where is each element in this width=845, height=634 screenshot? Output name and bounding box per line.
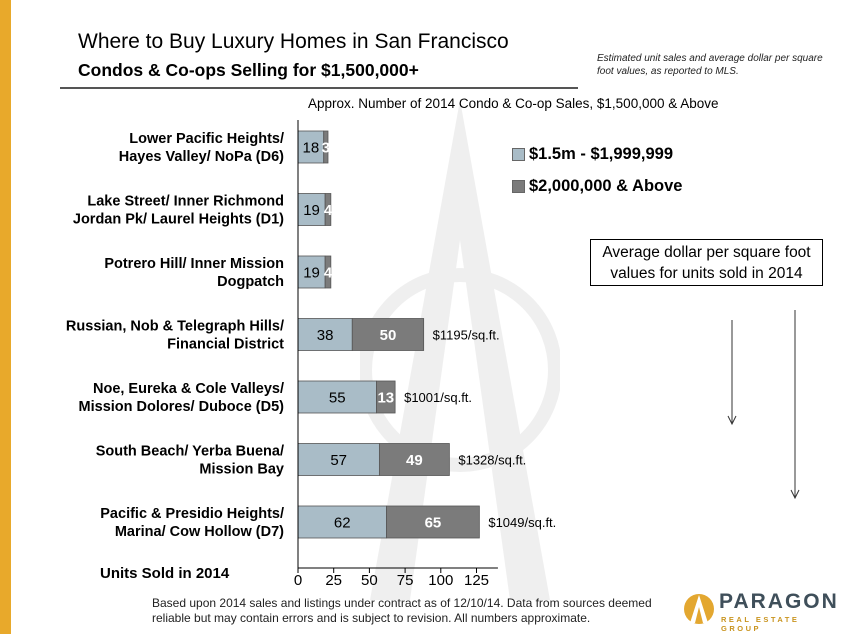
category-label: Jordan Pk/ Laurel Heights (D1) (73, 212, 284, 228)
legend-swatch-low (512, 148, 525, 161)
category-label: Russian, Nob & Telegraph Hills/ (66, 319, 284, 335)
paragon-logo: PARAGON REAL ESTATE GROUP (683, 588, 843, 633)
legend-item-high: $2,000,000 & Above (512, 177, 682, 196)
category-label: Mission Dolores/ Duboce (D5) (79, 399, 285, 415)
bar-segment (323, 130, 329, 164)
bar-value-label: 57 (330, 452, 347, 469)
bar-value-label: 19 (303, 265, 320, 282)
category-label: Hayes Valley/ NoPa (D6) (119, 149, 284, 165)
bar-value-label: 19 (303, 202, 320, 219)
page-subtitle: Condos & Co-ops Selling for $1,500,000+ (78, 60, 419, 80)
callout-line-1: Average dollar per square foot (602, 244, 811, 261)
bar-value-label: 55 (329, 390, 346, 407)
bar-segment (378, 443, 450, 476)
category-label: Marina/ Cow Hollow (D7) (115, 524, 284, 540)
bar-segment (324, 255, 332, 289)
bar-value-label: 4 (324, 202, 333, 219)
price-per-sqft-label: $1195/sq.ft. (433, 328, 500, 343)
x-tick-label: 100 (428, 572, 453, 589)
bar-segment (297, 505, 387, 539)
chart-title: Approx. Number of 2014 Condo & Co-op Sal… (308, 96, 719, 111)
down-arrow-short-head (727, 415, 737, 426)
bar-segment (297, 318, 353, 351)
bar-value-label: 13 (377, 390, 394, 407)
x-tick-label: 50 (361, 572, 378, 589)
down-arrow-long-head (790, 489, 800, 500)
callout-line-2: values for units sold in 2014 (610, 265, 803, 282)
bar-value-label: 49 (406, 452, 423, 469)
page-title: Where to Buy Luxury Homes in San Francis… (78, 30, 509, 53)
category-label: Noe, Eureka & Cole Valleys/ (93, 381, 284, 397)
legend-swatch-high (512, 180, 525, 193)
x-tick-label: 25 (325, 572, 342, 589)
source-note: Estimated unit sales and average dollar … (597, 53, 823, 77)
bar-value-label: 38 (317, 327, 334, 344)
category-label: Potrero Hill/ Inner Mission (104, 256, 284, 272)
x-axis-title: Units Sold in 2014 (100, 565, 230, 582)
category-label: Lake Street/ Inner Richmond (87, 194, 284, 210)
bar-segment (386, 505, 480, 539)
bar-value-label: 65 (425, 515, 442, 532)
legend-label-low: $1.5m - $1,999,999 (529, 145, 674, 163)
legend-item-low: $1.5m - $1,999,999 (512, 145, 673, 164)
category-label: Pacific & Presidio Heights/ (100, 506, 284, 522)
bar-value-label: 4 (324, 265, 333, 282)
price-per-sqft-label: $1049/sq.ft. (488, 515, 556, 530)
bar-segment (297, 380, 377, 414)
title-divider (60, 87, 578, 89)
category-label: Financial District (167, 337, 284, 353)
category-label: Mission Bay (199, 462, 284, 478)
bar-segment (376, 380, 396, 414)
accent-bar (0, 0, 11, 634)
logo-wordmark: PARAGON (719, 590, 839, 613)
category-label: Lower Pacific Heights/ (129, 131, 284, 147)
price-per-sqft-callout: Average dollar per square foot values fo… (590, 239, 823, 286)
bar-value-label: 18 (303, 140, 320, 157)
price-per-sqft-label: $1328/sq.ft. (458, 453, 526, 468)
bar-segment (297, 130, 325, 164)
price-per-sqft-label: $1001/sq.ft. (404, 390, 472, 405)
bar-segment (297, 255, 326, 289)
x-tick-label: 0 (294, 572, 302, 589)
bar-segment (324, 193, 332, 226)
paragon-emblem-icon (684, 594, 714, 624)
bar-value-label: 3 (322, 140, 330, 157)
footer-disclaimer: Based upon 2014 sales and listings under… (152, 596, 652, 625)
legend-label-high: $2,000,000 & Above (529, 177, 683, 195)
bar-value-label: 62 (334, 515, 351, 532)
x-tick-label: 125 (464, 572, 489, 589)
x-tick-label: 75 (397, 572, 414, 589)
category-label: South Beach/ Yerba Buena/ (96, 444, 284, 460)
bar-segment (351, 318, 425, 351)
category-label: Dogpatch (217, 274, 284, 290)
bar-value-label: 50 (380, 327, 397, 344)
logo-tagline: REAL ESTATE GROUP (721, 615, 800, 633)
